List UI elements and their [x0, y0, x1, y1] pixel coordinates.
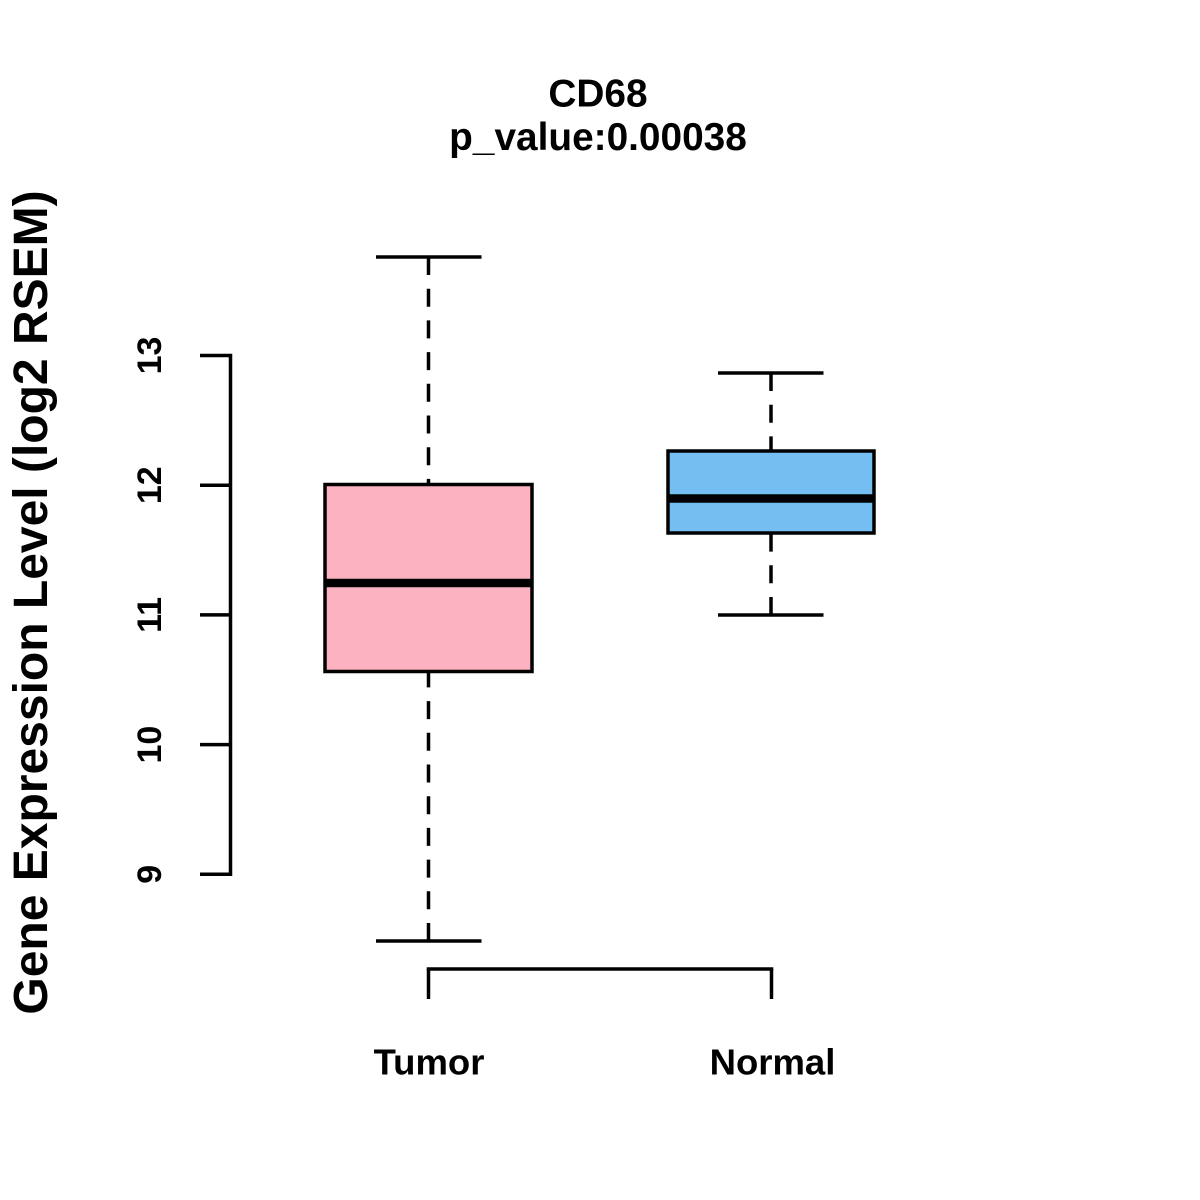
svg-text:9: 9 [131, 865, 169, 884]
svg-text:12: 12 [131, 466, 169, 504]
svg-text:Normal: Normal [710, 1042, 836, 1083]
svg-text:Tumor: Tumor [374, 1042, 485, 1083]
svg-text:CD68: CD68 [548, 73, 647, 116]
svg-text:10: 10 [131, 726, 169, 764]
svg-text:13: 13 [131, 337, 169, 375]
svg-text:Gene Expression Level (log2 RS: Gene Expression Level (log2 RSEM) [5, 190, 58, 1014]
svg-text:11: 11 [131, 597, 169, 633]
svg-text:p_value:0.00038: p_value:0.00038 [449, 116, 747, 159]
